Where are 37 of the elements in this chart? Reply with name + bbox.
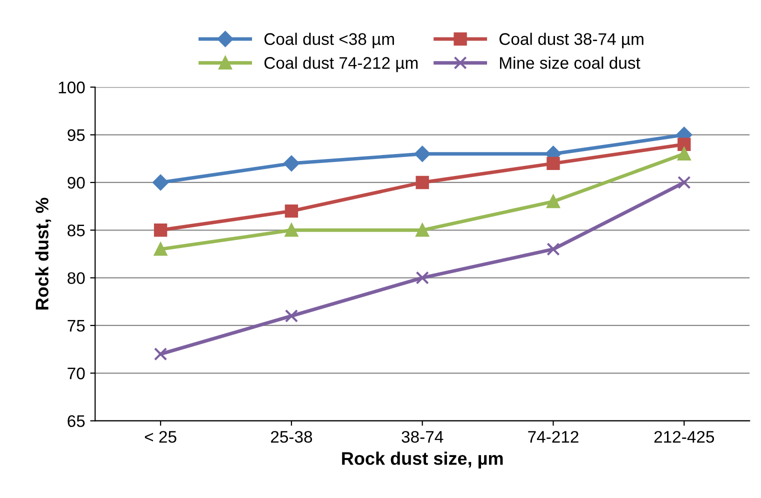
x-tick-label: 74-212	[528, 430, 578, 443]
point	[154, 224, 168, 237]
point	[284, 309, 298, 323]
x-axis-title: Rock dust size, µm	[342, 452, 503, 468]
point	[284, 155, 300, 172]
x-tick-label: 212-425	[654, 430, 714, 443]
y-tick-label: 75	[68, 320, 85, 332]
point	[546, 194, 560, 208]
point	[284, 204, 298, 218]
y-tick-label: 100	[58, 82, 85, 94]
y-tick-label: 90	[68, 176, 85, 189]
point	[416, 176, 429, 190]
point	[154, 347, 168, 361]
y-tick-label: 85	[68, 224, 85, 236]
point	[416, 224, 429, 237]
legend-label: Mine size coal dust	[500, 56, 640, 69]
x-tick-label: 38-74	[402, 430, 444, 443]
point	[546, 156, 560, 170]
point	[678, 147, 691, 160]
y-tick-label: 95	[68, 129, 85, 142]
point	[678, 176, 691, 190]
y-axis-title: Rock dust, %	[35, 198, 52, 310]
y-tick-label: 70	[68, 368, 85, 380]
y-tick-label: 80	[68, 272, 85, 284]
point	[416, 271, 429, 284]
point	[154, 242, 168, 256]
point	[678, 138, 691, 151]
x-tick-label: < 25	[144, 430, 176, 443]
point	[152, 174, 168, 190]
point	[284, 224, 298, 237]
legend-label: Coal dust 38-74 µm	[500, 32, 644, 48]
x-tick-label: 25-38	[270, 430, 312, 443]
point	[546, 242, 560, 256]
legend-label: Coal dust 74-212 µm	[264, 56, 418, 72]
point	[414, 146, 430, 162]
y-tick-label: 65	[68, 415, 85, 428]
legend-label: Coal dust <38 µm	[264, 32, 394, 48]
